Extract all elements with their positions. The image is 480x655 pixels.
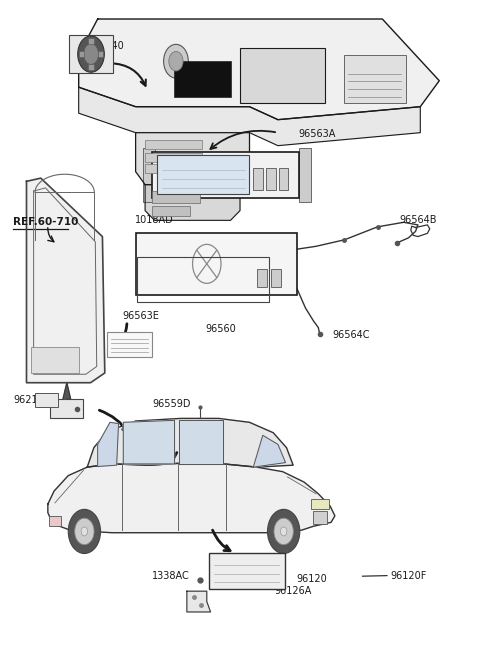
Polygon shape <box>63 383 71 399</box>
Text: 96564C: 96564C <box>332 330 370 341</box>
Text: 96564B: 96564B <box>399 215 437 225</box>
FancyBboxPatch shape <box>209 553 285 589</box>
Circle shape <box>84 44 98 64</box>
Polygon shape <box>136 133 250 185</box>
FancyBboxPatch shape <box>240 48 325 103</box>
Circle shape <box>81 527 88 536</box>
FancyBboxPatch shape <box>279 168 288 190</box>
Text: 1018AD: 1018AD <box>135 215 173 225</box>
Polygon shape <box>79 87 420 145</box>
Text: 96563A: 96563A <box>299 129 336 139</box>
FancyBboxPatch shape <box>97 52 103 57</box>
Polygon shape <box>253 436 286 467</box>
Text: 96120F: 96120F <box>390 571 426 580</box>
FancyBboxPatch shape <box>35 393 58 407</box>
FancyBboxPatch shape <box>152 152 300 198</box>
FancyBboxPatch shape <box>311 499 329 510</box>
Polygon shape <box>26 178 105 383</box>
Text: REF.60-710: REF.60-710 <box>13 217 79 227</box>
Text: 1018AD: 1018AD <box>201 178 240 188</box>
Text: 1338AC: 1338AC <box>152 571 190 580</box>
Polygon shape <box>179 421 223 464</box>
FancyBboxPatch shape <box>50 399 84 419</box>
Text: 96559D: 96559D <box>152 399 191 409</box>
Circle shape <box>169 52 183 71</box>
Circle shape <box>164 45 188 78</box>
FancyBboxPatch shape <box>253 168 263 190</box>
Text: 96552L: 96552L <box>137 256 173 266</box>
Polygon shape <box>79 19 439 120</box>
FancyBboxPatch shape <box>143 148 155 202</box>
Polygon shape <box>48 462 335 533</box>
Circle shape <box>280 527 287 536</box>
Text: 96126A: 96126A <box>274 586 312 595</box>
FancyBboxPatch shape <box>49 517 60 525</box>
Polygon shape <box>145 185 240 220</box>
FancyBboxPatch shape <box>257 269 267 288</box>
FancyBboxPatch shape <box>88 64 94 69</box>
Text: 1338AC: 1338AC <box>179 272 216 282</box>
FancyBboxPatch shape <box>79 52 84 57</box>
Polygon shape <box>87 419 293 467</box>
Text: 96552R: 96552R <box>234 285 272 295</box>
Circle shape <box>68 510 100 553</box>
FancyBboxPatch shape <box>152 191 200 203</box>
FancyBboxPatch shape <box>312 511 327 523</box>
Polygon shape <box>97 422 119 466</box>
FancyBboxPatch shape <box>136 233 297 295</box>
FancyBboxPatch shape <box>145 153 202 162</box>
FancyBboxPatch shape <box>107 332 152 357</box>
Text: 96120: 96120 <box>296 574 327 584</box>
Text: 96183A: 96183A <box>137 285 174 295</box>
Text: 96540: 96540 <box>93 41 124 51</box>
Circle shape <box>274 518 293 545</box>
FancyBboxPatch shape <box>145 140 202 149</box>
Text: 96210L: 96210L <box>13 395 49 405</box>
FancyBboxPatch shape <box>88 39 94 44</box>
Text: 96560: 96560 <box>206 324 237 334</box>
Circle shape <box>78 36 104 72</box>
FancyBboxPatch shape <box>152 206 190 215</box>
FancyBboxPatch shape <box>157 155 250 195</box>
Text: 96216: 96216 <box>49 405 80 416</box>
FancyBboxPatch shape <box>174 61 230 97</box>
Circle shape <box>267 510 300 553</box>
FancyBboxPatch shape <box>300 148 311 202</box>
Polygon shape <box>187 591 211 612</box>
FancyBboxPatch shape <box>271 269 281 288</box>
FancyBboxPatch shape <box>145 164 202 173</box>
Text: 96563E: 96563E <box>122 311 159 321</box>
FancyBboxPatch shape <box>266 168 276 190</box>
FancyBboxPatch shape <box>69 35 113 73</box>
Polygon shape <box>123 421 175 464</box>
Circle shape <box>75 518 94 545</box>
FancyBboxPatch shape <box>344 55 406 103</box>
FancyBboxPatch shape <box>31 347 79 373</box>
